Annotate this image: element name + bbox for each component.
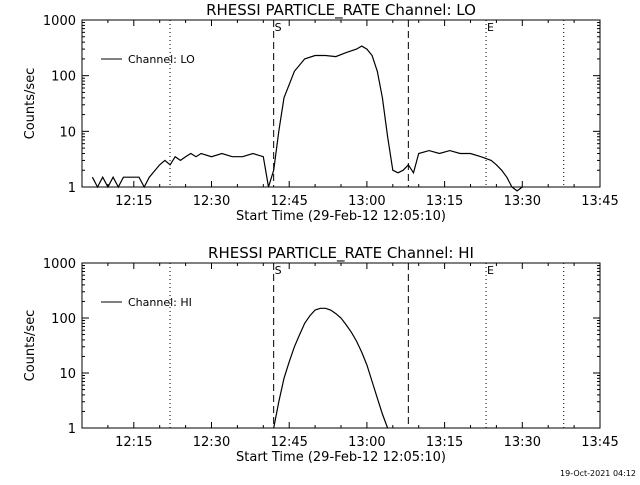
chart-title: RHESSI PARTICLE_RATE Channel: LO xyxy=(206,1,476,20)
y-tick-label: 1 xyxy=(68,181,76,196)
x-axis-label: Start Time (29-Feb-12 12:05:10) xyxy=(236,450,446,465)
x-tick-label: 12:45 xyxy=(270,435,307,450)
y-tick-label: 100 xyxy=(51,312,76,327)
time-marker-label: S xyxy=(275,264,282,277)
footer-timestamp: 19-Oct-2021 04:12 xyxy=(560,469,636,478)
y-axis-label: Counts/sec xyxy=(23,68,38,140)
y-tick-label: 10 xyxy=(59,125,76,140)
plot-frame xyxy=(81,262,601,429)
x-tick-label: 12:30 xyxy=(193,194,230,209)
x-tick-label: 12:45 xyxy=(270,194,307,209)
x-tick-label: 13:00 xyxy=(348,194,385,209)
x-tick-label: 13:15 xyxy=(426,435,463,450)
time-marker-label: S xyxy=(275,21,282,34)
y-tick-label: 1000 xyxy=(43,14,76,29)
plot-frame xyxy=(81,19,601,188)
data-series-line xyxy=(273,307,389,429)
y-tick-label: 10 xyxy=(59,367,76,382)
time-marker-label: E xyxy=(487,21,494,34)
x-tick-label: 13:45 xyxy=(581,194,618,209)
y-tick-label: 1 xyxy=(68,422,76,437)
x-tick-label: 13:00 xyxy=(348,435,385,450)
x-tick-label: 13:15 xyxy=(426,194,463,209)
x-axis-label: Start Time (29-Feb-12 12:05:10) xyxy=(236,209,446,224)
x-tick-label: 13:30 xyxy=(504,435,541,450)
x-tick-label: 13:45 xyxy=(581,435,618,450)
data-series-line xyxy=(91,45,523,192)
y-tick-label: 100 xyxy=(51,70,76,85)
x-tick-label: 12:15 xyxy=(115,435,152,450)
x-tick-label: 12:30 xyxy=(193,435,230,450)
legend-label: Channel: HI xyxy=(128,296,192,309)
y-tick-label: 1000 xyxy=(43,257,76,272)
chart-title: RHESSI PARTICLE_RATE Channel: HI xyxy=(208,244,474,263)
x-tick-label: 12:15 xyxy=(115,194,152,209)
legend-label: Channel: LO xyxy=(128,53,195,66)
y-axis-label: Counts/sec xyxy=(23,310,38,382)
x-tick-label: 13:30 xyxy=(504,194,541,209)
time-marker-label: E xyxy=(487,264,494,277)
